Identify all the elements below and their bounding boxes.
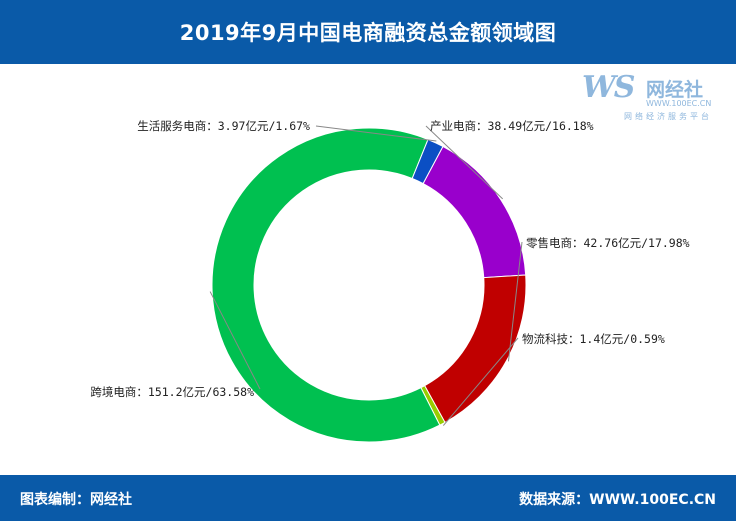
leader-line-5 xyxy=(315,125,437,142)
logo-mark: WS xyxy=(582,70,635,105)
donut-slice-2 xyxy=(423,274,527,424)
brand-logo: WS 网经社 WWW.100EC.CN 网络经济服务平台 xyxy=(580,70,730,130)
logo-url: WWW.100EC.CN xyxy=(646,99,712,108)
leader-line-4 xyxy=(209,291,261,390)
chart-header: 2019年9月中国电商融资总金额领域图 xyxy=(0,0,736,64)
logo-name: 网经社 xyxy=(646,79,704,101)
donut-slice-1 xyxy=(422,145,527,279)
logo-tagline: 网络经济服务平台 xyxy=(624,112,712,121)
slice-label-1: 产业电商：38.49亿元/16.18% xyxy=(430,119,594,133)
donut-chart: 产业电商：38.49亿元/16.18% 零售电商：42.76亿元/17.98% 物流… xyxy=(90,119,690,443)
donut-slice-4 xyxy=(211,127,441,443)
slice-label-5: 生活服务电商：3.97亿元/1.67% xyxy=(137,119,310,133)
chart-title: 2019年9月中国电商融资总金额领域图 xyxy=(179,21,557,45)
slice-label-3: 物流科技：1.4亿元/0.59% xyxy=(522,332,665,346)
donut-slice-5 xyxy=(411,138,444,185)
leader-line-2 xyxy=(507,241,523,362)
leader-line-1 xyxy=(425,125,504,200)
footer-editor: 图表编制：网经社 xyxy=(20,492,132,508)
chart-area: 产业电商：38.49亿元/16.18% 零售电商：42.76亿元/17.98% 物流… xyxy=(0,64,736,475)
slice-label-4: 跨境电商：151.2亿元/63.58% xyxy=(90,385,254,399)
leader-line-3 xyxy=(442,337,519,426)
footer-source: 数据来源：WWW.100EC.CN xyxy=(519,492,716,508)
chart-footer: 图表编制：网经社 数据来源：WWW.100EC.CN xyxy=(0,475,736,521)
slice-label-2: 零售电商：42.76亿元/17.98% xyxy=(526,236,690,250)
